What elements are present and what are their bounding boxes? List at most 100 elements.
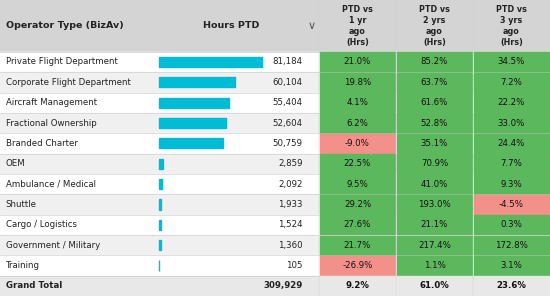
Bar bbox=[474, 174, 549, 194]
Bar bbox=[159, 77, 235, 87]
Bar bbox=[397, 236, 472, 255]
Text: 4.1%: 4.1% bbox=[346, 98, 368, 107]
Text: Private Flight Department: Private Flight Department bbox=[6, 57, 117, 67]
Bar bbox=[0, 154, 550, 174]
Text: 21.1%: 21.1% bbox=[421, 220, 448, 229]
Bar bbox=[0, 276, 550, 296]
Text: 60,104: 60,104 bbox=[272, 78, 302, 87]
Text: 217.4%: 217.4% bbox=[418, 241, 451, 250]
Text: OEM: OEM bbox=[6, 159, 25, 168]
Bar bbox=[474, 93, 549, 112]
Text: 61.0%: 61.0% bbox=[420, 281, 449, 290]
Bar bbox=[320, 256, 395, 275]
Text: 29.2%: 29.2% bbox=[344, 200, 371, 209]
Text: Aircraft Management: Aircraft Management bbox=[6, 98, 97, 107]
Text: PTD vs
2 yrs
ago
(Hrs): PTD vs 2 yrs ago (Hrs) bbox=[419, 5, 450, 46]
Bar bbox=[474, 236, 549, 255]
Bar bbox=[0, 52, 550, 72]
Text: 1,524: 1,524 bbox=[278, 220, 302, 229]
Bar bbox=[0, 215, 550, 235]
Bar bbox=[474, 256, 549, 275]
Text: 7.7%: 7.7% bbox=[500, 159, 522, 168]
Text: 6.2%: 6.2% bbox=[346, 118, 368, 128]
Bar bbox=[320, 73, 395, 92]
Text: Ambulance / Medical: Ambulance / Medical bbox=[6, 180, 96, 189]
Text: 81,184: 81,184 bbox=[272, 57, 302, 67]
Text: 1.1%: 1.1% bbox=[424, 261, 446, 270]
Text: 41.0%: 41.0% bbox=[421, 180, 448, 189]
Bar bbox=[0, 255, 550, 276]
Bar bbox=[474, 195, 549, 214]
Bar bbox=[397, 52, 472, 72]
Bar bbox=[159, 98, 229, 108]
Bar bbox=[159, 199, 161, 210]
Bar bbox=[0, 235, 550, 255]
Text: 22.5%: 22.5% bbox=[344, 159, 371, 168]
Text: 9.2%: 9.2% bbox=[345, 281, 370, 290]
Text: 0.3%: 0.3% bbox=[500, 220, 522, 229]
Bar bbox=[159, 159, 163, 169]
Text: ∨: ∨ bbox=[308, 21, 316, 31]
Bar bbox=[159, 240, 161, 250]
Text: 1,933: 1,933 bbox=[278, 200, 302, 209]
Text: 7.2%: 7.2% bbox=[500, 78, 522, 87]
Text: 70.9%: 70.9% bbox=[421, 159, 448, 168]
Text: 172.8%: 172.8% bbox=[495, 241, 528, 250]
Bar bbox=[474, 215, 549, 234]
Bar bbox=[474, 154, 549, 173]
Text: 21.7%: 21.7% bbox=[344, 241, 371, 250]
Text: Training: Training bbox=[6, 261, 40, 270]
Bar bbox=[159, 138, 223, 149]
Bar bbox=[0, 92, 550, 113]
Text: 27.6%: 27.6% bbox=[344, 220, 371, 229]
Bar bbox=[320, 215, 395, 234]
Text: Shuttle: Shuttle bbox=[6, 200, 36, 209]
Text: Fractional Ownership: Fractional Ownership bbox=[6, 118, 96, 128]
Bar bbox=[397, 113, 472, 133]
Bar bbox=[0, 133, 550, 154]
Bar bbox=[397, 73, 472, 92]
Text: 19.8%: 19.8% bbox=[344, 78, 371, 87]
Text: Cargo / Logistics: Cargo / Logistics bbox=[6, 220, 76, 229]
Text: 24.4%: 24.4% bbox=[498, 139, 525, 148]
Bar bbox=[397, 256, 472, 275]
Text: 35.1%: 35.1% bbox=[421, 139, 448, 148]
Bar bbox=[159, 179, 162, 189]
Text: 52.8%: 52.8% bbox=[421, 118, 448, 128]
Bar bbox=[320, 236, 395, 255]
Bar bbox=[474, 73, 549, 92]
Text: Government / Military: Government / Military bbox=[6, 241, 100, 250]
Text: Hours PTD: Hours PTD bbox=[203, 21, 259, 30]
Bar bbox=[0, 194, 550, 215]
Text: Operator Type (BizAv): Operator Type (BizAv) bbox=[6, 21, 123, 30]
Text: 52,604: 52,604 bbox=[272, 118, 302, 128]
Bar bbox=[159, 57, 262, 67]
Bar bbox=[320, 93, 395, 112]
Text: 9.3%: 9.3% bbox=[500, 180, 522, 189]
Bar bbox=[320, 52, 395, 72]
Bar bbox=[0, 0, 550, 52]
Text: 2,092: 2,092 bbox=[278, 180, 302, 189]
Bar bbox=[159, 118, 226, 128]
Text: Grand Total: Grand Total bbox=[6, 281, 62, 290]
Text: Corporate Flight Department: Corporate Flight Department bbox=[6, 78, 130, 87]
Bar bbox=[320, 174, 395, 194]
Text: PTD vs
3 yrs
ago
(Hrs): PTD vs 3 yrs ago (Hrs) bbox=[496, 5, 527, 46]
Bar bbox=[320, 154, 395, 173]
Text: 85.2%: 85.2% bbox=[421, 57, 448, 67]
Text: -4.5%: -4.5% bbox=[499, 200, 524, 209]
Text: 2,859: 2,859 bbox=[278, 159, 302, 168]
Bar bbox=[397, 174, 472, 194]
Text: 61.6%: 61.6% bbox=[421, 98, 448, 107]
Text: 34.5%: 34.5% bbox=[498, 57, 525, 67]
Bar bbox=[397, 215, 472, 234]
Text: PTD vs
1 yr
ago
(Hrs): PTD vs 1 yr ago (Hrs) bbox=[342, 5, 373, 46]
Bar bbox=[320, 134, 395, 153]
Text: 9.5%: 9.5% bbox=[346, 180, 368, 189]
Text: -26.9%: -26.9% bbox=[342, 261, 373, 270]
Bar bbox=[397, 154, 472, 173]
Text: 55,404: 55,404 bbox=[272, 98, 302, 107]
Text: 1,360: 1,360 bbox=[278, 241, 302, 250]
Text: -9.0%: -9.0% bbox=[345, 139, 370, 148]
Text: 23.6%: 23.6% bbox=[497, 281, 526, 290]
